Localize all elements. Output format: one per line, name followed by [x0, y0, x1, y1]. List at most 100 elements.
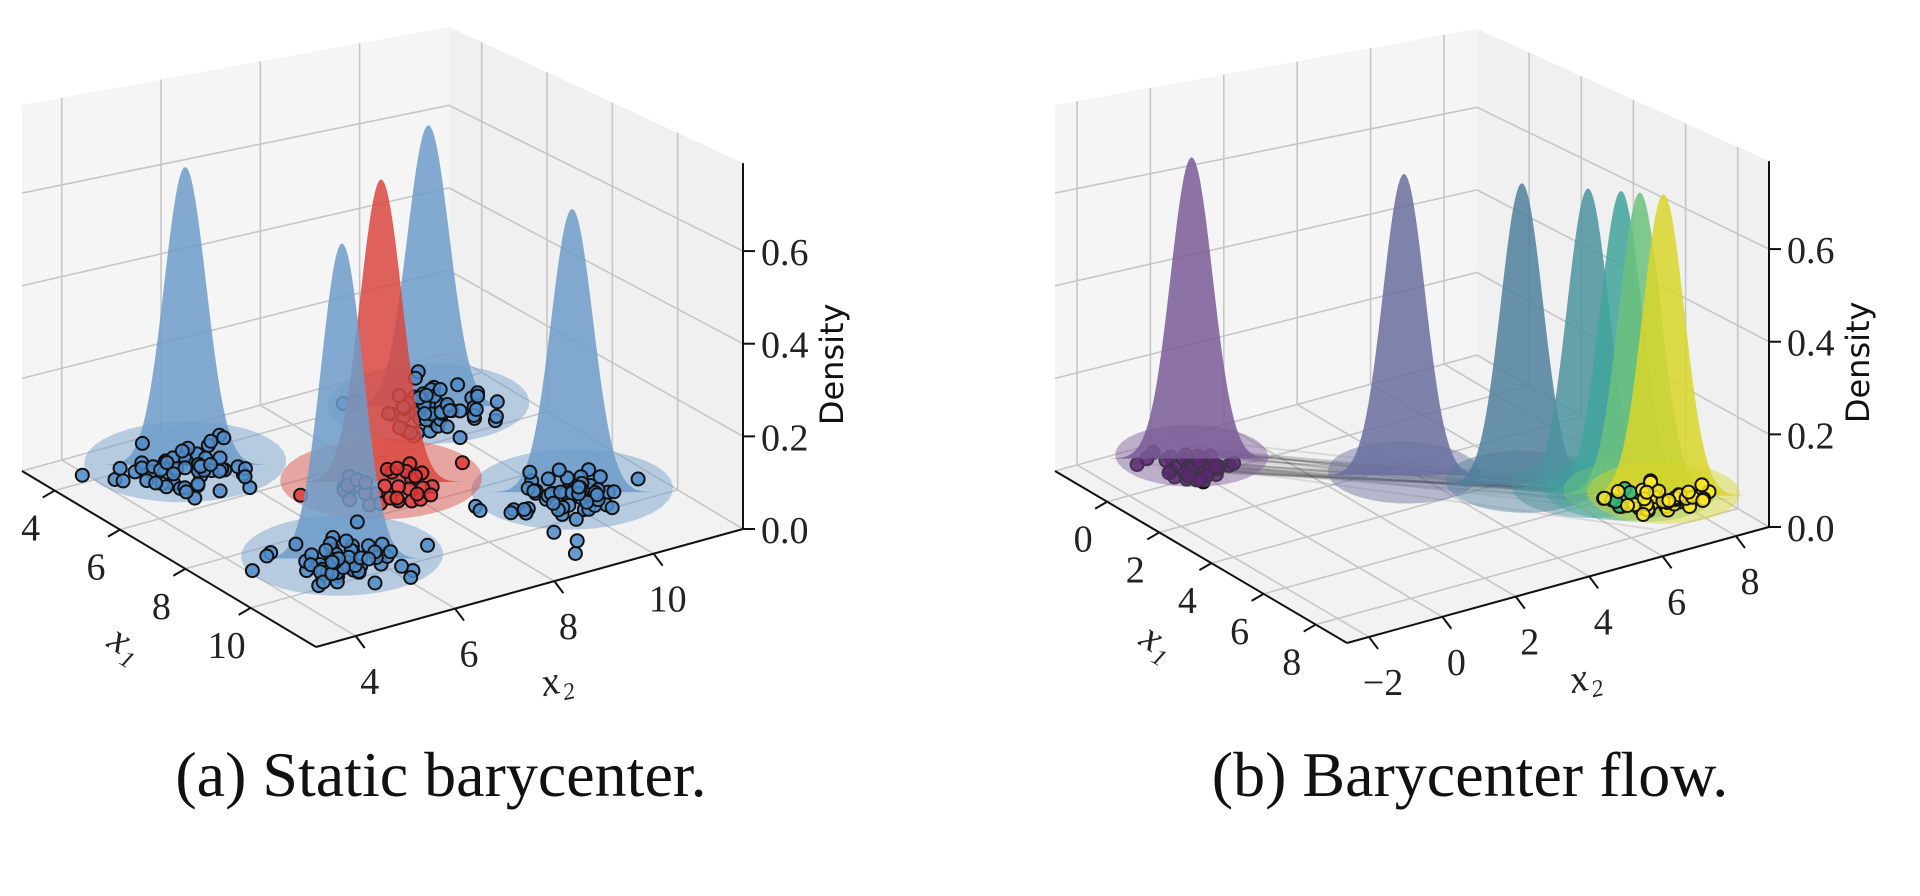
- x2-axis-line: [1346, 526, 1770, 644]
- z-axis-label: Density: [1839, 302, 1877, 424]
- x2-tick-label: 8: [559, 606, 578, 648]
- x1-tick: [1251, 592, 1265, 602]
- input-4-point: [569, 533, 585, 549]
- target-point: [1597, 490, 1612, 506]
- caption-b: (b) Barycenter flow.: [1211, 739, 1729, 810]
- input-2-point: [349, 514, 365, 530]
- x2-tick-label: −2: [1363, 662, 1403, 704]
- input-4-point: [546, 524, 562, 540]
- z-tick-label: 0.2: [1787, 415, 1835, 457]
- floor-gridline: [61, 459, 357, 637]
- x1-tick: [107, 528, 121, 538]
- wall-gridline: [448, 104, 744, 252]
- input-4-point: [571, 479, 587, 495]
- wall-gridline: [1476, 106, 1770, 250]
- x1-axis-label: x₁: [100, 615, 152, 670]
- input-4-point: [522, 464, 538, 480]
- target-point: [1681, 484, 1696, 500]
- input-1-point: [159, 455, 175, 471]
- input-4-point: [526, 483, 542, 499]
- target-point: [1610, 484, 1626, 499]
- x1-tick: [1146, 531, 1160, 541]
- z-tick-label: 0.0: [1787, 508, 1835, 550]
- input-4-point: [592, 469, 608, 485]
- x1-tick-label: 0: [1074, 519, 1093, 561]
- input-3-point: [468, 402, 484, 417]
- x2-tick-label: 0: [1447, 642, 1466, 684]
- target-point: [1695, 493, 1711, 508]
- input-2-point: [382, 544, 398, 560]
- input-4-point: [567, 546, 583, 561]
- x1-tick-label: 6: [1230, 611, 1249, 653]
- x2-tick-label: 8: [1740, 561, 1759, 603]
- flow-step-0-surface-peak: [1107, 157, 1276, 459]
- input-1-point: [237, 469, 253, 485]
- x1-tick: [172, 567, 186, 577]
- right-wall-pane: [449, 26, 743, 530]
- x1-tick: [238, 607, 252, 616]
- wall-gridline: [21, 104, 450, 194]
- panel-static-barycenter: 4 6 8 10 4 6 8 10 0.0 0.2 0.4 0.6 x₁ x₂ Density: [21, 26, 851, 705]
- input-3-point: [452, 430, 468, 446]
- input-2-point: [420, 537, 435, 553]
- x2-tick: [1661, 555, 1673, 569]
- x2-axis-label: x₂: [536, 654, 577, 705]
- x1-tick-label: 2: [1126, 549, 1145, 591]
- barycenter-surface-peak: [297, 179, 466, 482]
- flow-step-1-surface-peak: [1320, 173, 1488, 476]
- target-point: [1694, 477, 1710, 493]
- input-3-point: [418, 387, 434, 403]
- input-1-point: [112, 460, 128, 476]
- x2-axis-line: [315, 528, 744, 648]
- floor-gridline: [1223, 423, 1517, 598]
- target-point: [1639, 484, 1655, 500]
- input-1-point: [177, 460, 193, 476]
- input-4-point: [540, 471, 556, 487]
- input-1-point: [166, 466, 181, 482]
- floor-gridline: [1315, 507, 1738, 626]
- z-tick-label: 0.2: [761, 417, 809, 459]
- z-tick-label: 0.4: [1787, 323, 1835, 365]
- input-2-point: [338, 533, 354, 549]
- x1-tick-label: 4: [21, 508, 40, 550]
- x2-tick: [1515, 595, 1526, 610]
- input-1-point: [148, 475, 164, 491]
- input-1-point: [190, 476, 206, 492]
- trajectory-line: [1180, 465, 1654, 506]
- z-axis-label: Density: [813, 304, 851, 426]
- flow-step-6-surface-peak: [1579, 194, 1748, 496]
- input-2-point: [288, 536, 304, 552]
- x1-tick: [1094, 500, 1108, 510]
- x2-tick: [1368, 636, 1379, 650]
- x2-tick: [1441, 616, 1453, 630]
- input-1-point: [203, 433, 219, 449]
- input-2-point: [244, 563, 260, 579]
- intermediate-point: [1622, 485, 1638, 500]
- x1-tick: [1303, 623, 1317, 633]
- x2-tick-label: 10: [649, 579, 687, 621]
- x1-tick-label: 8: [152, 586, 171, 628]
- input-3-point: [450, 377, 466, 393]
- x2-axis-label: x₂: [1564, 651, 1605, 702]
- caption-a: (a) Static barycenter.: [175, 739, 707, 810]
- input-4-point: [545, 495, 561, 511]
- input-3-point: [442, 403, 458, 419]
- x1-axis-line: [1054, 470, 1348, 644]
- x2-tick: [354, 635, 366, 649]
- input-4-surface-peak: [488, 208, 657, 493]
- input-3-point: [470, 388, 486, 404]
- input-4-point: [551, 462, 567, 478]
- x1-tick: [42, 489, 56, 499]
- trajectory-line: [1183, 444, 1675, 510]
- input-1-point: [212, 483, 228, 499]
- input-3-point: [432, 382, 448, 397]
- source-point: [1161, 465, 1177, 481]
- x1-tick-label: 4: [1178, 580, 1197, 622]
- input-4-point: [589, 487, 605, 503]
- trajectory-line: [1167, 449, 1649, 502]
- x1-tick: [1198, 562, 1212, 572]
- x2-tick: [652, 553, 664, 567]
- input-3-surface-peak: [344, 125, 513, 407]
- x2-tick-label: 2: [1520, 622, 1539, 664]
